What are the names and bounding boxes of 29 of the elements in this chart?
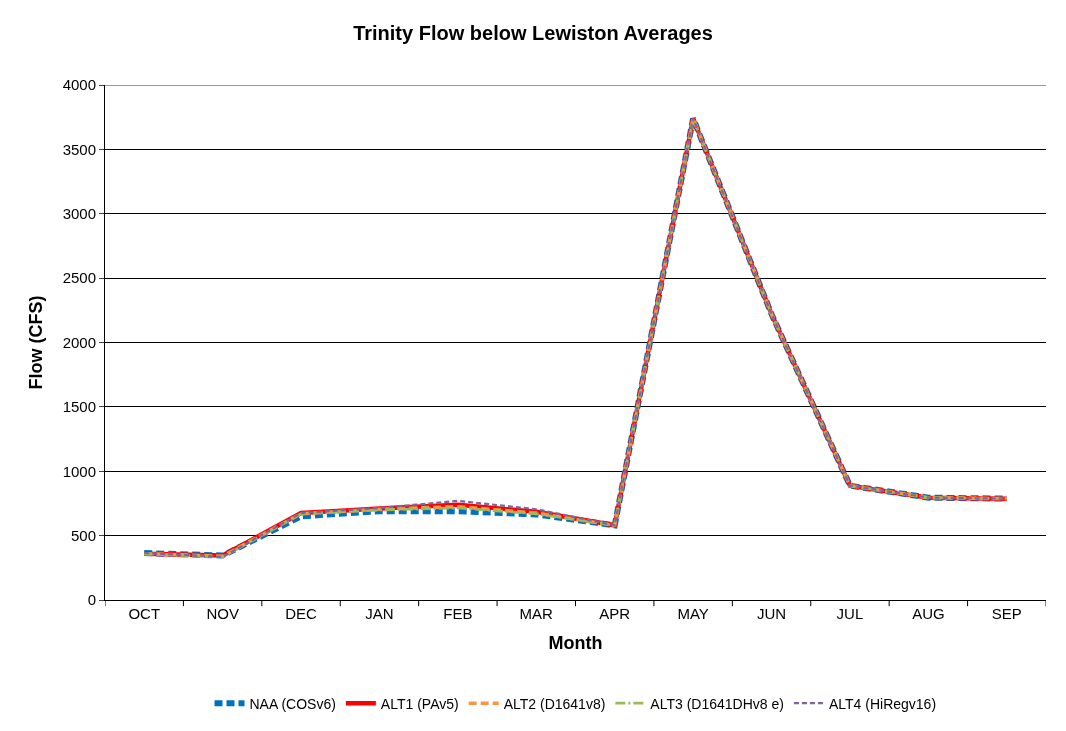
y-tick-label: 500 (70, 526, 96, 544)
y-tick-label: 1500 (62, 398, 96, 416)
x-tick-label: MAY (677, 605, 709, 622)
y-axis-title: Flow (CFS) (25, 295, 46, 390)
x-tick-label: OCT (128, 605, 161, 622)
y-tick-label: 2000 (62, 333, 96, 351)
legend-label: NAA (COSv6) (249, 695, 336, 712)
y-tick-label: 1000 (62, 462, 96, 480)
x-tick-label: JUN (756, 605, 787, 622)
x-tick-label: MAR (519, 605, 554, 622)
x-tick-label: AUG (912, 605, 945, 622)
y-tick-label: 3500 (62, 140, 96, 158)
y-tick-label: 2500 (62, 269, 96, 287)
y-tick-label: 3000 (62, 205, 96, 222)
x-axis-title: Month (548, 633, 603, 654)
x-tick-label: NOV (206, 605, 239, 622)
y-tick-label: 0 (87, 591, 96, 609)
legend-label: ALT1 (PAv5) (380, 695, 459, 712)
x-tick-label: JUL (836, 605, 864, 622)
y-tick-label: 4000 (62, 76, 96, 94)
chart-title: Trinity Flow below Lewiston Averages (353, 21, 713, 44)
legend-label: ALT3 (D1641DHv8 e) (650, 695, 784, 712)
x-tick-label: SEP (991, 605, 1022, 622)
x-tick-label: JAN (365, 605, 394, 622)
x-tick-label: APR (599, 605, 631, 622)
x-tick-label: DEC (285, 605, 318, 622)
legend-label: ALT2 (D1641v8) (503, 695, 606, 712)
x-tick-label: FEB (443, 605, 473, 622)
legend-label: ALT4 (HiRegv16) (828, 695, 937, 712)
